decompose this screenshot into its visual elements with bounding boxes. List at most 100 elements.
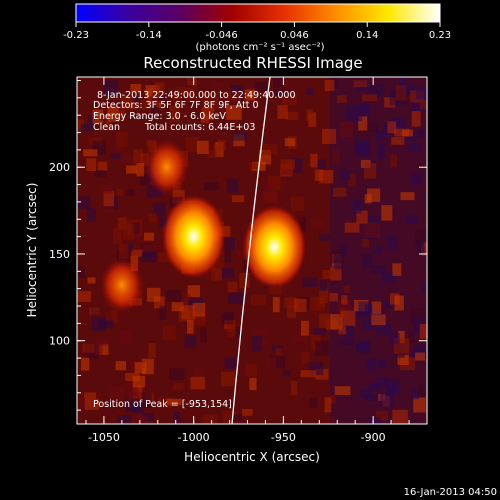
noise-pixel [103, 80, 119, 96]
noise-pixel [158, 397, 173, 409]
noise-pixel [315, 340, 330, 356]
colorbar-bar [75, 3, 441, 23]
noise-pixel [319, 313, 333, 330]
noise-pixel [77, 119, 84, 131]
noise-pixel [406, 131, 418, 143]
colorbar-tick-label: -0.23 [63, 30, 89, 41]
noise-pixel [116, 131, 128, 148]
noise-pixel [77, 266, 86, 279]
noise-pixel [309, 397, 318, 408]
noise-pixel [77, 291, 91, 302]
noise-pixel [217, 140, 226, 151]
noise-pixel [207, 150, 217, 158]
noise-pixel [363, 320, 375, 331]
noise-pixel [362, 94, 378, 102]
noise-pixel [377, 143, 385, 159]
info-total-counts: Total counts: 6.44E+03 [144, 122, 255, 133]
noise-pixel [125, 372, 140, 382]
noise-pixel [140, 173, 151, 186]
noise-pixel [119, 330, 132, 344]
noise-pixel [332, 148, 340, 164]
noise-pixel [87, 208, 97, 222]
noise-pixel [306, 87, 314, 95]
noise-pixel [262, 181, 276, 196]
noise-pixel [86, 158, 97, 172]
noise-pixel [262, 144, 278, 155]
noise-pixel [101, 185, 113, 194]
noise-pixel [187, 78, 198, 86]
noise-pixel [319, 234, 331, 241]
noise-pixel [178, 104, 187, 118]
noise-pixel [140, 392, 152, 408]
noise-pixel [272, 296, 280, 313]
plot-frame [76, 76, 428, 425]
noise-pixel [236, 421, 250, 424]
noise-pixel [339, 121, 354, 137]
colorbar-ticks: -0.23 -0.14 -0.046 0.046 0.14 0.23 [63, 22, 451, 41]
noise-pixel [353, 80, 368, 88]
noise-pixel [124, 243, 134, 252]
noise-pixel [267, 356, 276, 368]
noise-pixel [184, 86, 196, 99]
noise-pixel [415, 352, 426, 361]
noise-pixel [339, 339, 354, 346]
noise-pixel [383, 300, 394, 308]
noise-pixel [331, 249, 345, 264]
emission-source [242, 205, 307, 290]
noise-pixel [104, 312, 112, 321]
noise-pixel [418, 129, 426, 138]
noise-pixel [330, 314, 343, 330]
noise-pixel [400, 192, 415, 201]
noise-pixel [169, 106, 180, 122]
noise-pixel [310, 153, 318, 168]
noise-pixel [231, 195, 245, 203]
noise-pixel [250, 200, 265, 212]
noise-pixel [322, 270, 337, 280]
noise-pixel [87, 277, 96, 284]
noise-pixel [177, 86, 185, 96]
noise-pixel [336, 300, 351, 312]
noise-pixel [356, 210, 368, 224]
noise-pixel [194, 422, 203, 424]
noise-pixel [202, 93, 219, 110]
noise-pixel [286, 111, 299, 121]
colorbar-units: (photons cm⁻² s⁻¹ asec⁻²) [195, 42, 324, 53]
colorbar-tick-label: 0.14 [356, 30, 378, 41]
x-tick-label: -1000 [178, 431, 210, 444]
info-method: Clean [93, 122, 120, 133]
y-axis: 200 150 100 [49, 79, 427, 411]
noise-pixel [405, 214, 418, 225]
noise-pixel [219, 249, 232, 263]
noise-pixel [387, 121, 397, 134]
noise-pixel [287, 305, 297, 319]
x-tick-label: -900 [361, 431, 386, 444]
y-tick-label: 150 [49, 248, 70, 261]
noise-pixel [115, 145, 123, 153]
noise-pixel [413, 397, 426, 413]
noise-pixel [358, 116, 368, 131]
noise-pixel [201, 107, 215, 121]
noise-pixel [328, 395, 336, 404]
noise-pixel [364, 122, 379, 132]
noise-pixel [242, 408, 253, 416]
noise-pixel [366, 357, 377, 372]
noise-pixel [352, 199, 362, 214]
noise-pixel [236, 250, 247, 257]
noise-pixel [192, 302, 206, 317]
noise-pixel [362, 254, 372, 268]
noise-pixel [184, 293, 191, 308]
noise-pixel [142, 244, 156, 252]
noise-pixel [203, 182, 219, 191]
noise-pixel [345, 325, 354, 339]
noise-pixel [376, 410, 388, 421]
noise-pixel [375, 130, 386, 142]
noise-pixel [275, 347, 283, 358]
noise-pixel [226, 179, 239, 193]
noise-pixel [340, 310, 356, 327]
noise-pixel [200, 326, 207, 343]
noise-pixel [136, 163, 145, 177]
noise-pixel [391, 137, 405, 145]
solar-limb-line [231, 77, 271, 424]
emission-source [161, 194, 226, 279]
noise-pixel [341, 295, 348, 305]
